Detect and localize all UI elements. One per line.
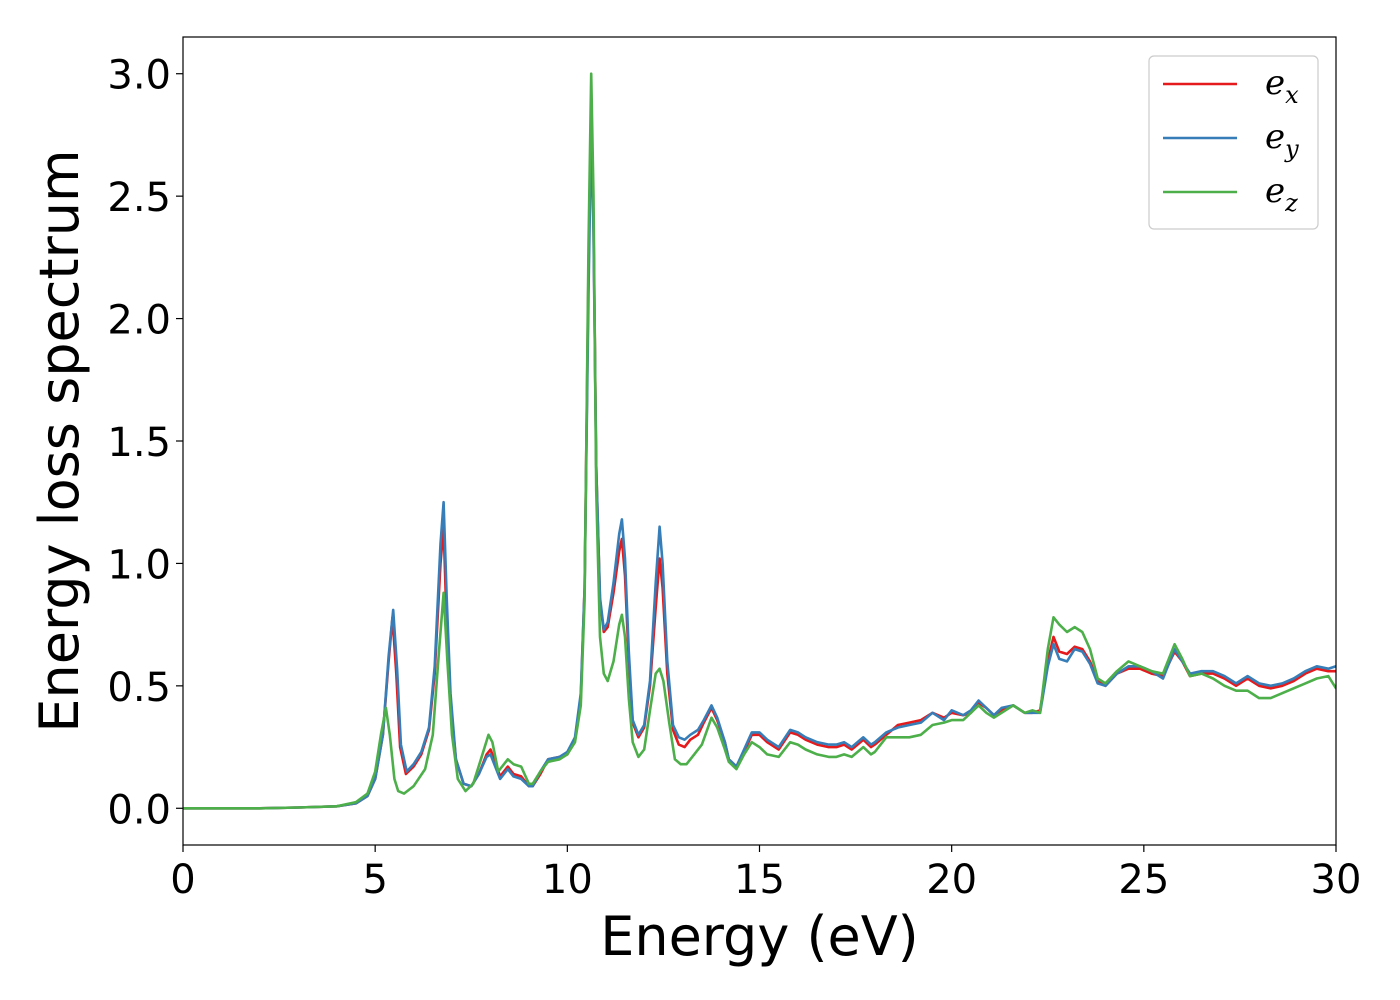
y-tick-label: 2.0	[107, 298, 171, 344]
y-tick-label: 3.0	[107, 53, 171, 99]
y-tick-label: 0.0	[107, 787, 171, 833]
x-tick-label: 0	[170, 857, 195, 903]
legend-box	[1148, 55, 1319, 230]
x-tick-label: 25	[1118, 857, 1169, 903]
series-line-y	[183, 126, 1336, 810]
legend-label-y: ey	[1265, 117, 1299, 163]
axes-layer: 0 5 10 15 20 25 30 0.0 0.5 1.0 1.5 2.0 2.5 3.0	[107, 36, 1362, 903]
y-axis-label: Energy loss spectrum	[28, 149, 91, 732]
series-line-z	[183, 72, 1336, 810]
y-tick-label: 1.5	[107, 420, 171, 466]
x-tick-label: 30	[1311, 857, 1362, 903]
x-tick-label: 15	[734, 857, 785, 903]
x-tick-label: 20	[926, 857, 977, 903]
y-tick-label: 2.5	[107, 175, 171, 221]
x-axis-label: Energy (eV)	[600, 905, 919, 968]
y-tick-label: 1.0	[107, 542, 171, 588]
legend: ex ey ez	[1148, 55, 1319, 230]
series-layer	[183, 72, 1336, 810]
legend-label-x: ex	[1265, 63, 1299, 109]
x-tick-label: 5	[362, 857, 387, 903]
legend-label-z: ez	[1265, 171, 1298, 217]
x-tick-label: 10	[542, 857, 593, 903]
y-tick-label: 0.5	[107, 665, 171, 711]
